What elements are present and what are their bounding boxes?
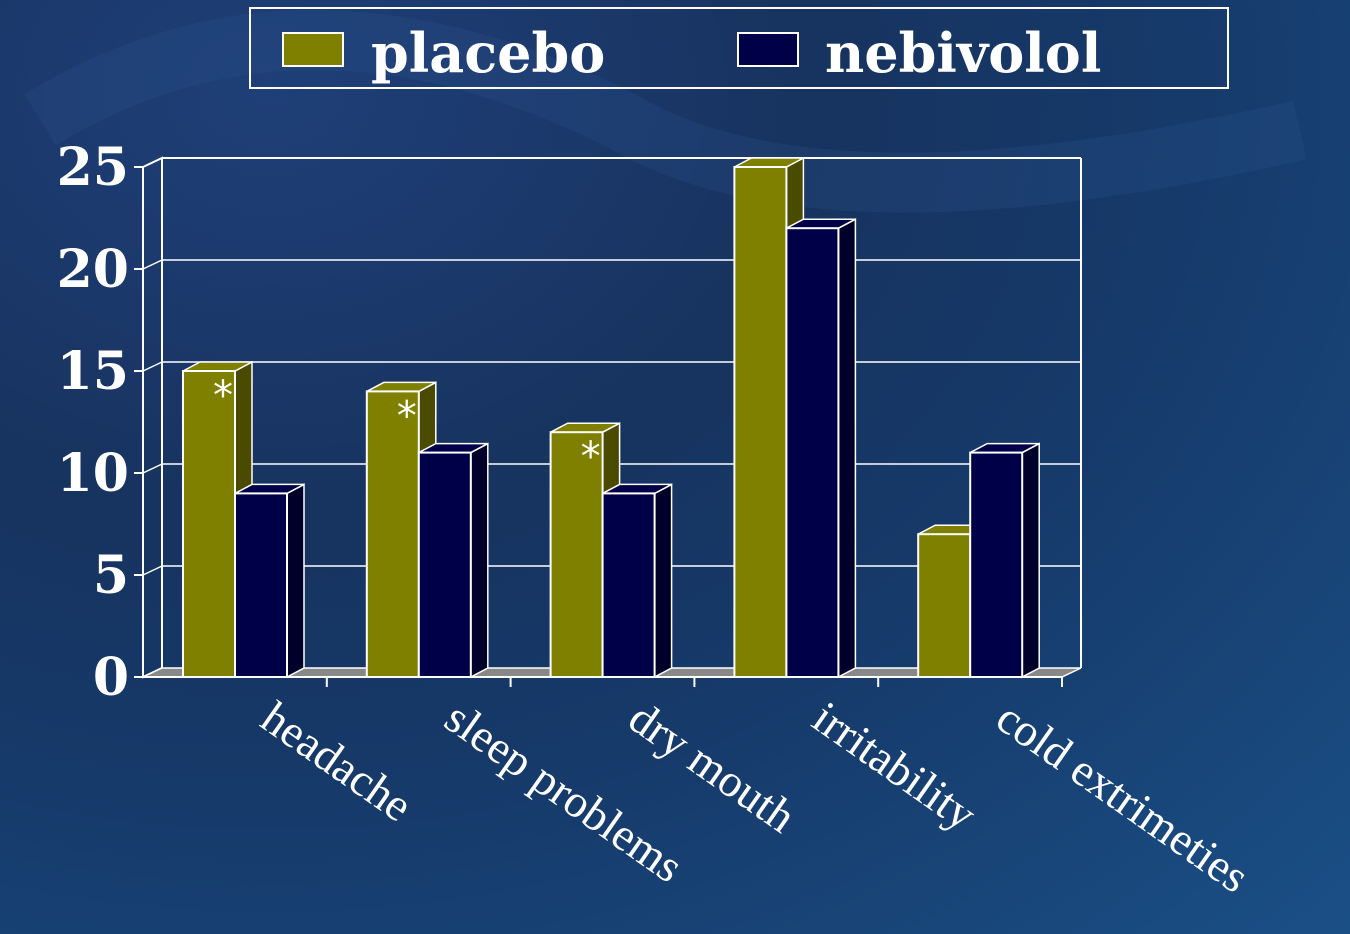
gridline-side xyxy=(142,463,163,474)
y-tick-label: 5 xyxy=(93,545,129,606)
y-tick-label: 15 xyxy=(57,341,129,402)
y-tick-label: 25 xyxy=(57,137,129,198)
bar-nebivolol-dry-mouth xyxy=(601,492,656,678)
bar-side-nebivolol-irritability xyxy=(837,217,857,679)
bar-side-nebivolol-sleep-problems xyxy=(470,442,489,679)
significance-star: * xyxy=(581,434,601,480)
bar-placebo-irritability xyxy=(733,166,788,678)
legend-box xyxy=(249,7,1229,89)
x-category-label: irritability xyxy=(804,691,986,840)
bar-nebivolol-headache xyxy=(234,492,288,678)
gridline-side xyxy=(142,157,163,168)
bar-placebo-headache xyxy=(182,370,236,678)
legend-swatch-nebivolol xyxy=(737,32,799,67)
bar-placebo-sleep-problems xyxy=(365,390,420,678)
background-swoosh xyxy=(24,10,1307,213)
x-category-label: headache xyxy=(252,691,421,831)
bar-nebivolol-irritability xyxy=(785,227,840,678)
bar-placebo-dry-mouth xyxy=(549,431,604,679)
y-tick-label: 0 xyxy=(93,647,129,708)
bar-side-nebivolol-headache xyxy=(286,483,305,679)
legend-label-placebo: placebo xyxy=(371,21,605,85)
bar-nebivolol-cold-extrimeties xyxy=(969,451,1024,678)
bar-placebo-cold-extrimeties xyxy=(917,533,972,679)
left-wall xyxy=(142,156,163,679)
x-category-label: cold extrimeties xyxy=(987,691,1258,902)
y-tick-label: 20 xyxy=(57,239,129,300)
legend: placebo nebivolol xyxy=(249,7,1229,89)
gridline-side xyxy=(142,259,163,270)
bar-side-nebivolol-dry-mouth xyxy=(653,483,673,679)
legend-label-nebivolol: nebivolol xyxy=(825,21,1101,85)
legend-swatch-placebo xyxy=(282,32,344,67)
bar-side-nebivolol-cold-extrimeties xyxy=(1021,442,1040,679)
significance-star: * xyxy=(397,393,417,439)
bar-nebivolol-sleep-problems xyxy=(417,451,472,678)
gridline-side xyxy=(142,361,163,372)
significance-star: * xyxy=(213,373,233,419)
gridline-side xyxy=(142,565,163,576)
y-tick-label: 10 xyxy=(57,443,129,504)
